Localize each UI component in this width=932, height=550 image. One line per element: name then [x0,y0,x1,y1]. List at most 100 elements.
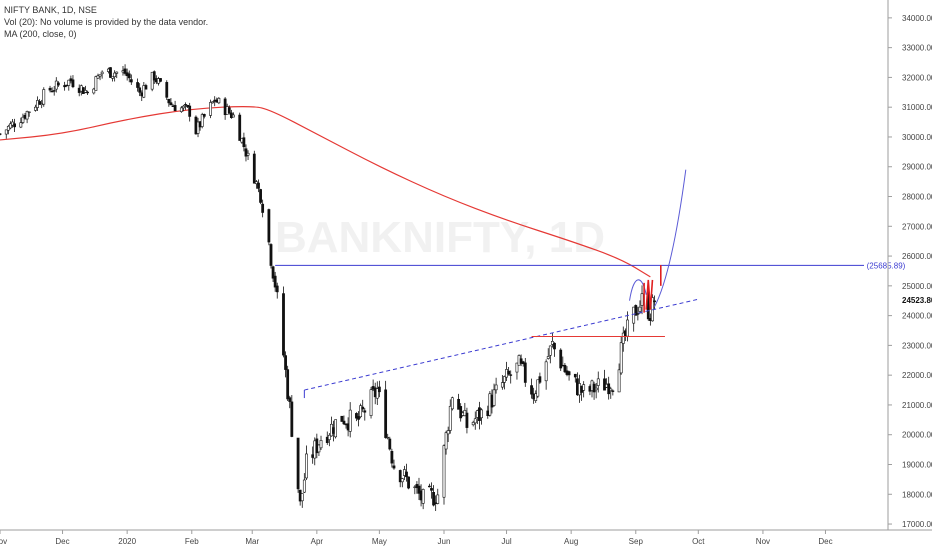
moving-average-layer [0,105,651,278]
candle [92,87,96,95]
candle-body [261,203,265,213]
candle-body [361,406,365,410]
candle [286,365,290,401]
candle-body [0,133,2,135]
candle-body [282,293,285,356]
candle [27,111,31,117]
candle [450,396,454,411]
price-tick-label: 21000.00 [902,401,932,410]
candle-body [269,244,273,266]
candle-body [375,388,379,399]
time-tick-label: Nov [0,537,7,546]
candle [592,381,596,400]
candle-body [494,384,498,391]
candle-body [407,476,410,489]
candle-body [300,493,304,502]
candle [56,81,60,87]
candle [573,373,577,383]
candle [430,482,433,499]
candle [100,70,104,79]
candle [184,102,187,110]
candle-body [202,113,206,117]
candle [567,370,571,381]
candle-body [621,332,625,344]
candle [390,448,394,468]
candle-body [115,71,119,74]
candle [211,101,215,104]
candle [432,485,435,507]
candle [111,75,114,82]
price-tick-label: 18000.00 [902,490,932,499]
candle [634,304,638,316]
candle [363,407,367,421]
candle [375,381,379,406]
candle-body [257,182,260,189]
candle [417,477,421,500]
candle-body [384,389,388,438]
candle [86,90,89,95]
candle [296,437,300,493]
candle-body [209,102,212,116]
price-tick-label: 19000.00 [902,460,932,469]
candle-body [211,101,215,104]
candle-body [515,362,519,373]
time-tick-label: Dec [818,537,832,546]
candle [459,403,463,422]
candle [25,110,29,124]
candle-body [534,393,538,401]
time-tick-label: Apr [311,537,324,546]
candle [196,117,200,138]
candle-body [559,349,563,369]
candle [52,85,56,96]
candle [269,243,273,269]
candle [167,98,171,107]
candle-body [52,90,56,92]
candle-body [357,416,360,420]
candle-body [450,397,454,410]
candle [13,118,16,132]
candle-body [619,342,623,374]
candle-body [548,345,552,356]
candle [173,100,177,112]
candle [271,265,275,282]
candle-body [636,313,640,315]
rising-trendline [304,298,699,391]
candle [34,104,37,112]
price-tick-label: 33000.00 [902,44,932,53]
candle-body [152,71,156,81]
time-tick-label: Dec [55,537,69,546]
candle [209,99,212,119]
candle [446,426,450,443]
candle-body [100,71,104,75]
candle-body [123,68,127,74]
candle-body [448,405,452,431]
candle [638,300,642,314]
candle [609,386,613,399]
candle-body [246,152,250,156]
candle [67,79,71,91]
candle-body [67,79,71,86]
candle [534,390,538,403]
candle [282,286,285,358]
price-tick-label: 32000.00 [902,73,932,82]
candle-body [200,114,204,127]
candle-body [417,485,421,494]
candle-body [523,362,527,383]
candle [109,67,112,78]
candle [127,70,131,83]
candle [84,85,87,94]
candle [563,363,567,374]
candle [444,430,448,455]
candle-body [96,75,100,79]
candle-body [342,420,346,425]
candle-body [86,91,89,94]
candle-body [284,355,287,370]
price-tick-label: 26000.00 [902,252,932,261]
symbol-title: NIFTY BANK, 1D, NSE [4,5,97,15]
time-tick-label: Jun [438,537,451,546]
time-tick-label: 2020 [118,537,136,546]
candle [288,395,292,409]
candle-body [430,488,433,491]
candle-body [355,413,358,419]
